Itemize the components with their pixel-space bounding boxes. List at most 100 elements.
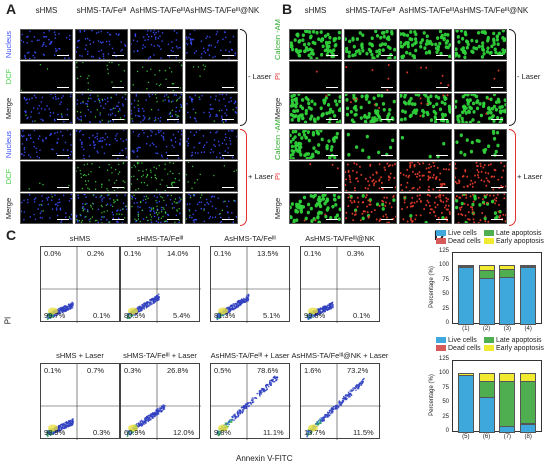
scale-bar (112, 54, 124, 56)
bar-segment (457, 374, 474, 433)
row-label: Merge (3, 97, 13, 119)
scale-bar (491, 118, 503, 120)
legend-item: Late apoptosis (484, 337, 542, 344)
quadrant-percentage: 1.6% (304, 366, 322, 375)
y-tick-label: 50 (442, 399, 449, 406)
scale-bar (326, 118, 338, 120)
micrograph-tile (20, 161, 73, 192)
x-tick-label: (6) (482, 434, 491, 440)
micrograph-tile (130, 61, 183, 92)
bar-segment (499, 265, 516, 271)
micrograph-tile (185, 161, 238, 192)
laser-condition-label: + Laser (248, 171, 274, 181)
micrograph-tile (454, 93, 507, 124)
legend-item: Early apoptosis (484, 238, 544, 245)
micrograph-tile (289, 93, 342, 124)
scale-bar (381, 186, 393, 188)
scale-bar (112, 118, 124, 120)
legend-item: Live cells (436, 337, 477, 344)
micrograph-tile (344, 61, 397, 92)
micrograph-tile (185, 193, 238, 224)
scale-bar (436, 86, 448, 88)
micrograph-tile (344, 161, 397, 192)
scale-bar (436, 154, 448, 156)
legend-swatch (484, 345, 494, 352)
bar-segment (499, 268, 516, 279)
scale-bar (222, 218, 234, 220)
scale-bar (326, 154, 338, 156)
bar-segment (520, 373, 537, 382)
laser-condition-label: + Laser (517, 171, 543, 181)
flow-cytometry-plot: 0.5% 78.6% 9.8% 11.1% (210, 363, 291, 440)
scale-bar (167, 118, 179, 120)
x-axis-label: Annexin V-FITC (236, 454, 293, 463)
column-title: AsHMS-TA/Feᴵᴵᴵ@NK (185, 6, 260, 15)
scale-bar (222, 86, 234, 88)
quadrant-percentage: 0.3% (347, 249, 365, 258)
micrograph-tile (289, 161, 342, 192)
condition-brace (240, 129, 247, 226)
x-tick-label: (7) (503, 434, 512, 440)
quadrant-percentage: 12.0% (173, 428, 195, 437)
legend-swatch (484, 337, 494, 344)
y-tick-label: 25 (442, 305, 449, 312)
bar-segment (520, 265, 537, 325)
micrograph-tile (454, 161, 507, 192)
legend-swatch (484, 238, 494, 245)
scale-bar (112, 86, 124, 88)
legend-swatch (436, 337, 446, 344)
row-label: Nucleus (3, 30, 13, 58)
scale-bar (57, 154, 69, 156)
condition-brace (240, 29, 247, 126)
micrograph-tile (344, 193, 397, 224)
legend-item: Late apoptosis (484, 230, 542, 237)
y-tick-label: 75 (442, 276, 449, 283)
legend-label: Late apoptosis (496, 230, 542, 237)
y-tick-label: 50 (442, 291, 449, 298)
legend-item: Dead cells (436, 345, 481, 352)
scale-bar (491, 186, 503, 188)
micrograph-tile (20, 29, 73, 60)
micrograph-tile (130, 193, 183, 224)
flow-cytometry-plot: 0.1% 0.7% 98.9% 0.3% (40, 363, 121, 440)
y-tick-label: 25 (442, 413, 449, 420)
y-tick-label: 0 (445, 320, 449, 326)
laser-condition-label: - Laser (517, 71, 541, 81)
column-title: AsHMS-TA/Feᴵᴵᴵ@NK (454, 6, 529, 15)
quadrant-percentage: 60.9% (124, 428, 146, 437)
quadrant-percentage: 11.5% (353, 428, 374, 437)
quadrant-percentage: 0.3% (124, 366, 142, 375)
micrograph-tile (75, 93, 128, 124)
scale-bar (326, 86, 338, 88)
micrograph-tile (185, 29, 238, 60)
scale-bar (326, 218, 338, 220)
micrograph-tile (130, 29, 183, 60)
quadrant-percentage: 13.7% (304, 428, 326, 437)
micrograph-tile (130, 93, 183, 124)
bar-chart-frame (452, 360, 542, 432)
legend-swatch (436, 345, 446, 352)
column-title: AsHMS-TA/Feᴵᴵᴵ (130, 6, 185, 15)
quadrant-percentage: 14.0% (167, 249, 189, 258)
legend-label: Early apoptosis (496, 345, 544, 352)
legend-item: Live cells (436, 230, 477, 237)
quadrant-percentage: 99.7% (44, 311, 66, 320)
panel-a-label: A (6, 1, 17, 17)
scale-bar (57, 186, 69, 188)
flow-plot-title: AsHMS-TA/Feᴵᴵᴵ (224, 234, 276, 243)
bar-segment (478, 395, 495, 433)
bar-segment (499, 373, 516, 382)
laser-condition-label: - Laser (248, 71, 272, 81)
scale-bar (57, 118, 69, 120)
legend-label: Late apoptosis (496, 337, 542, 344)
row-label: Merge (272, 197, 282, 219)
micrograph-tile (20, 61, 73, 92)
y-tick-label: 125 (438, 248, 449, 254)
condition-brace (509, 129, 516, 226)
legend-swatch (436, 230, 446, 237)
scale-bar (222, 154, 234, 156)
column-title: sHMS-TA/Feᴵᴵᴵ (76, 6, 127, 15)
row-label: Calcein -AM (272, 118, 282, 160)
micrograph-tile (454, 129, 507, 160)
row-label: Calcein -AM (272, 18, 282, 60)
